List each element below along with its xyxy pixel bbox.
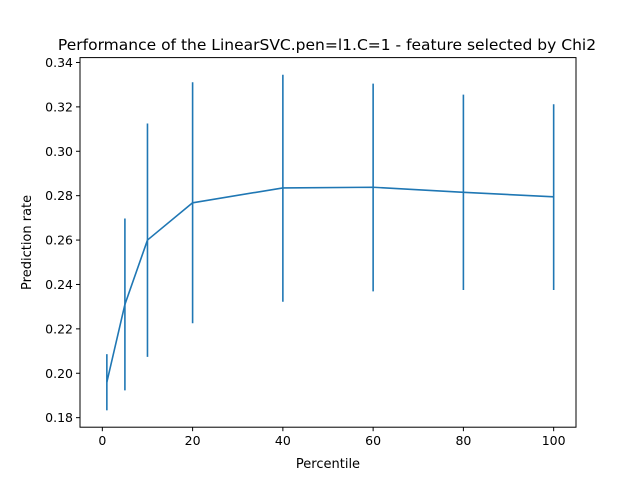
y-tick-label: 0.34	[45, 55, 73, 70]
series-line	[106, 186, 554, 383]
y-tick-label: 0.30	[45, 144, 73, 159]
x-tick-label: 60	[365, 433, 381, 448]
y-axis-label: Prediction rate	[20, 195, 35, 290]
plot-frame	[79, 57, 577, 428]
chart-title: Performance of the LinearSVC.pen=l1.C=1 …	[58, 36, 596, 54]
x-tick-label: 100	[542, 433, 566, 448]
x-axis-label: Percentile	[296, 457, 360, 472]
y-tick-label: 0.28	[45, 188, 73, 203]
x-tick-label: 40	[275, 433, 291, 448]
y-axis: 0.18 0.20 0.22 0.24 0.26 0.28 0.30 0.32 0.34	[45, 55, 80, 425]
y-tick-label: 0.22	[45, 321, 73, 336]
y-tick-label: 0.18	[45, 410, 73, 425]
y-tick-label: 0.24	[45, 277, 73, 292]
x-tick-label: 20	[185, 433, 201, 448]
x-tick-label: 80	[455, 433, 471, 448]
x-tick-label: 0	[98, 433, 106, 448]
y-tick-label: 0.32	[45, 99, 73, 114]
x-axis: 0 20 40 60 80 100	[98, 427, 566, 448]
y-tick-label: 0.20	[45, 366, 73, 381]
y-tick-label: 0.26	[45, 233, 73, 248]
